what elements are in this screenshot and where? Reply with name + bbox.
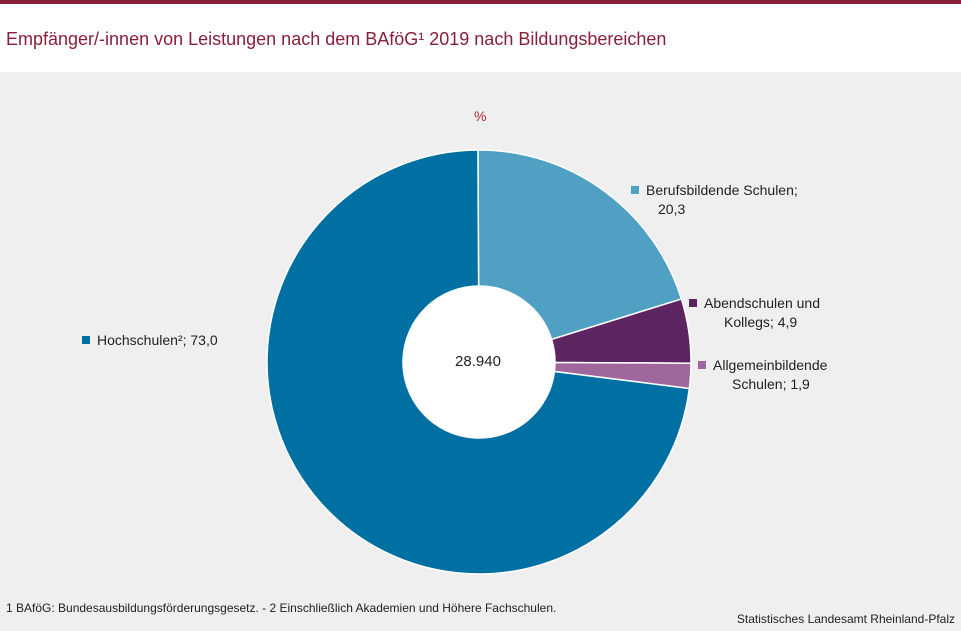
chart-title: Empfänger/-innen von Leistungen nach dem… bbox=[6, 29, 667, 49]
legend-berufsbildende: Berufsbildende Schulen; 20,3 bbox=[631, 181, 798, 219]
center-total: 28.940 bbox=[455, 353, 501, 370]
footnote: 1 BAföG: Bundesausbildungsförderungsgese… bbox=[6, 601, 557, 615]
legend-text: Allgemeinbildende bbox=[713, 357, 828, 373]
legend-value: 20,3 bbox=[658, 201, 686, 217]
legend-value: Schulen; 1,9 bbox=[732, 376, 810, 392]
unit-label: % bbox=[474, 108, 487, 124]
legend-text: Hochschulen²; 73,0 bbox=[97, 332, 218, 348]
legend-abendschulen: Abendschulen und Kollegs; 4,9 bbox=[689, 294, 820, 332]
legend-text: Berufsbildende Schulen; bbox=[646, 182, 798, 198]
legend-swatch bbox=[698, 361, 706, 369]
legend-text: Abendschulen und bbox=[704, 295, 820, 311]
legend-swatch bbox=[82, 336, 90, 344]
legend-allgemeinbildende: Allgemeinbildende Schulen; 1,9 bbox=[698, 356, 827, 394]
legend-hochschulen: Hochschulen²; 73,0 bbox=[82, 331, 218, 350]
top-rule bbox=[0, 0, 961, 4]
legend-swatch bbox=[631, 186, 639, 194]
header: Empfänger/-innen von Leistungen nach dem… bbox=[0, 4, 961, 72]
legend-swatch bbox=[689, 299, 697, 307]
legend-value: Kollegs; 4,9 bbox=[724, 314, 798, 330]
donut-hole bbox=[403, 286, 555, 438]
source-credit: Statistisches Landesamt Rheinland-Pfalz bbox=[736, 612, 955, 626]
